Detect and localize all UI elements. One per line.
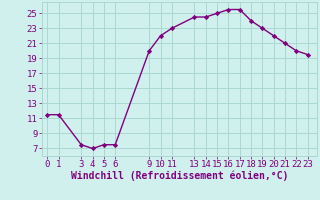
X-axis label: Windchill (Refroidissement éolien,°C): Windchill (Refroidissement éolien,°C) [70,171,288,181]
